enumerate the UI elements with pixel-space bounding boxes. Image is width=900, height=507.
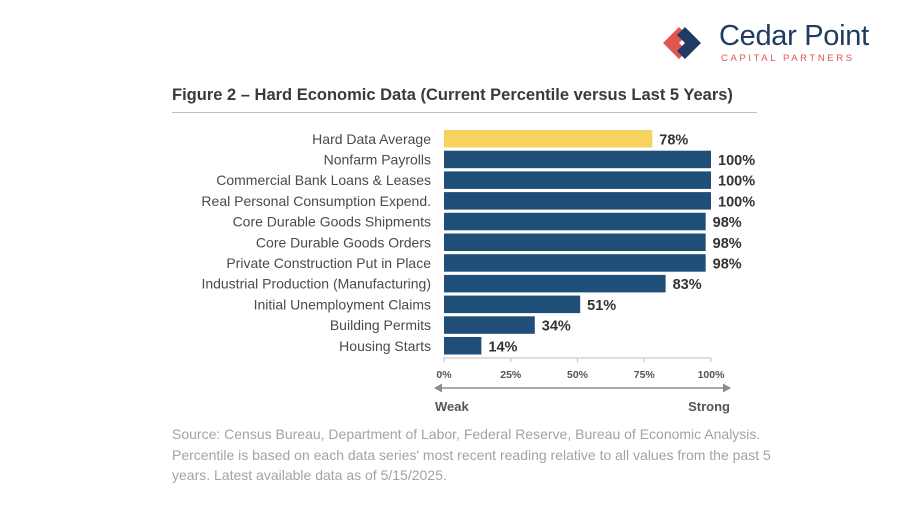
category-label: Commercial Bank Loans & Leases: [216, 172, 431, 188]
source-note: Source: Census Bureau, Department of Lab…: [172, 426, 771, 483]
category-label: Core Durable Goods Orders: [256, 234, 431, 250]
bar-highlight: [444, 130, 653, 148]
x-tick-label: 100%: [698, 369, 726, 381]
x-tick-label: 0%: [436, 369, 452, 381]
value-label: 34%: [542, 319, 571, 335]
value-label: 100%: [718, 194, 755, 210]
bar: [444, 212, 706, 231]
bar: [444, 254, 706, 272]
bar: [444, 316, 535, 334]
bar: [444, 233, 706, 251]
value-label: 83%: [673, 277, 702, 293]
x-tick-label: 50%: [567, 369, 589, 381]
category-label: Initial Unemployment Claims: [254, 296, 431, 312]
bar: [444, 192, 711, 210]
category-label: Hard Data Average: [312, 131, 431, 147]
x-tick-label: 75%: [634, 369, 656, 381]
value-label: 14%: [488, 339, 517, 355]
scale-label-weak: Weak: [435, 399, 469, 414]
value-label: 98%: [713, 236, 742, 252]
value-label: 78%: [659, 132, 688, 148]
value-label: 98%: [713, 215, 742, 231]
bar: [444, 295, 581, 314]
title-divider: [172, 112, 757, 113]
category-label: Industrial Production (Manufacturing): [201, 276, 431, 292]
logo-tagline: CAPITAL PARTNERS: [721, 53, 855, 64]
value-label: 100%: [718, 153, 755, 169]
bar: [444, 150, 711, 169]
bar-chart: Hard Data Average 78% Nonfarm Payrolls 100%…: [201, 130, 755, 414]
arrow-right-icon: [723, 383, 731, 393]
x-tick-label: 25%: [500, 369, 522, 381]
category-label: Private Construction Put in Place: [226, 255, 431, 271]
category-label: Building Permits: [330, 317, 431, 333]
bar: [444, 337, 482, 355]
value-label: 98%: [713, 256, 742, 272]
bar: [444, 171, 711, 189]
bar: [444, 274, 666, 293]
company-logo: Cedar Point CAPITAL PARTNERS: [657, 18, 872, 68]
category-label: Real Personal Consumption Expend.: [201, 193, 431, 209]
cedar-point-logo-icon: [663, 27, 701, 59]
value-label: 51%: [587, 298, 616, 314]
category-label: Nonfarm Payrolls: [324, 151, 431, 167]
logo-name: Cedar Point: [719, 20, 869, 52]
value-label: 100%: [718, 174, 755, 190]
category-label: Housing Starts: [339, 338, 431, 354]
category-label: Core Durable Goods Shipments: [233, 214, 431, 230]
arrow-left-icon: [434, 383, 442, 393]
figure-title: Figure 2 – Hard Economic Data (Current P…: [172, 86, 733, 104]
scale-label-strong: Strong: [688, 399, 730, 414]
